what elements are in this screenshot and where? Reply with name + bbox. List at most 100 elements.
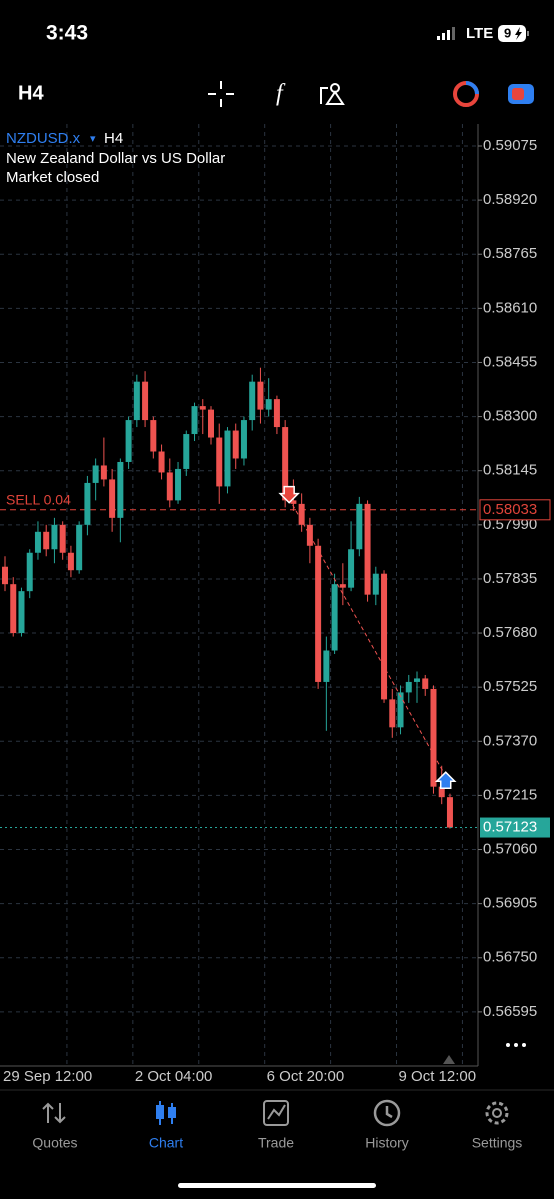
y-tick-label: 0.58765: [483, 245, 537, 262]
x-tick-label: 9 Oct 12:00: [399, 1068, 477, 1085]
candle-body: [125, 420, 132, 462]
trade-icon: [263, 1100, 289, 1126]
candle-body: [372, 573, 379, 595]
deal-arrow: [434, 771, 457, 789]
home-indicator: [178, 1183, 376, 1188]
x-tick-label: 2 Oct 04:00: [135, 1068, 213, 1085]
indicators-button[interactable]: f: [276, 81, 286, 107]
candle-body: [273, 399, 280, 428]
candle-body: [43, 531, 50, 550]
order-price-label: 0.58033: [483, 501, 537, 518]
candle-body: [158, 451, 165, 473]
tab-bar: Quotes Chart Trade History Settings: [32, 1135, 522, 1151]
history-icon: [373, 1099, 401, 1127]
candle-body: [142, 381, 149, 421]
candle-body: [315, 545, 322, 682]
candle-body: [10, 584, 17, 634]
bolt: [515, 27, 522, 40]
candle-body: [175, 468, 182, 501]
candle-body: [298, 503, 305, 525]
candle-body: [100, 465, 107, 480]
candle-body: [430, 688, 437, 787]
x-tick-label: 29 Sep 12:00: [3, 1068, 92, 1085]
objects-button[interactable]: [320, 83, 345, 105]
settings-icon: [485, 1101, 509, 1125]
candle-body: [150, 420, 157, 452]
y-tick-label: 0.56905: [483, 895, 537, 912]
description: New Zealand Dollar vs US Dollar: [6, 150, 225, 167]
y-tick-label: 0.57060: [483, 840, 537, 857]
candle-body: [364, 503, 371, 595]
candle-body: [282, 427, 289, 501]
candle-body: [166, 472, 173, 501]
tab-label[interactable]: History: [365, 1135, 409, 1151]
bid-price-label: 0.57123: [483, 819, 537, 836]
candle-body: [323, 650, 330, 682]
candle-body: [397, 692, 404, 728]
candle-body: [240, 420, 247, 459]
order-label: SELL 0.04: [6, 492, 71, 508]
candle-body: [381, 573, 388, 700]
symbol-menu[interactable]: ▾: [90, 133, 96, 145]
symbol[interactable]: NZDUSD.x: [6, 130, 81, 147]
y-tick-label: 0.57370: [483, 732, 537, 749]
candle-body: [389, 699, 396, 728]
tab-label[interactable]: Quotes: [32, 1135, 77, 1151]
more-button[interactable]: [506, 1043, 526, 1047]
candle-body: [2, 566, 8, 585]
y-tick-label: 0.56595: [483, 1003, 537, 1020]
x-tick-label: 6 Oct 20:00: [267, 1068, 345, 1085]
candle-body: [117, 461, 124, 518]
quotes-icon: [42, 1102, 66, 1124]
candle-body: [133, 381, 140, 421]
candle-body: [446, 797, 453, 828]
candle-body: [59, 524, 66, 553]
market-status: Market closed: [6, 169, 99, 186]
y-tick-label: 0.59075: [483, 137, 537, 154]
tab-label[interactable]: Chart: [149, 1135, 183, 1151]
tab-label[interactable]: Trade: [258, 1135, 294, 1151]
crosshair-button[interactable]: [208, 81, 234, 107]
candle-body: [109, 479, 116, 518]
chart-icon: [156, 1101, 176, 1125]
signal-icon: [437, 27, 455, 40]
candle-body: [249, 381, 256, 421]
candle-body: [405, 681, 412, 693]
candle-body: [18, 591, 25, 634]
candle-body: [76, 524, 83, 571]
candle-body: [224, 430, 231, 487]
y-tick-label: 0.57680: [483, 624, 537, 641]
bid-price-box: [480, 817, 550, 838]
candle-body: [51, 524, 58, 550]
candle-body: [26, 552, 33, 592]
trade-button[interactable]: [453, 81, 479, 107]
y-tick-label: 0.57835: [483, 570, 537, 587]
y-tick-label: 0.58610: [483, 299, 537, 316]
candle-body: [356, 503, 363, 550]
candle-body: [438, 786, 445, 798]
scroll-marker[interactable]: [443, 1055, 455, 1064]
clock: 3:43: [46, 22, 88, 45]
candle-body: [348, 549, 355, 588]
battery-level: 9: [504, 25, 511, 40]
tab-label[interactable]: Settings: [472, 1135, 523, 1151]
candle-body: [191, 406, 198, 435]
candle-body: [67, 552, 74, 571]
network: LTE: [466, 25, 493, 42]
candle-body: [232, 430, 239, 459]
y-tick-label: 0.58300: [483, 408, 537, 425]
candle-body: [92, 465, 99, 483]
candle-body: [331, 584, 338, 651]
y-tick-label: 0.57215: [483, 786, 537, 803]
candle-body: [414, 678, 420, 682]
candle-body: [34, 531, 41, 553]
timeframe-button[interactable]: H4: [18, 82, 44, 104]
y-tick-label: 0.58920: [483, 191, 537, 208]
switch-button[interactable]: [508, 84, 534, 104]
candle-body: [422, 678, 429, 689]
candle-body: [183, 434, 190, 469]
candle-body: [290, 500, 297, 504]
candle-body: [339, 584, 346, 588]
